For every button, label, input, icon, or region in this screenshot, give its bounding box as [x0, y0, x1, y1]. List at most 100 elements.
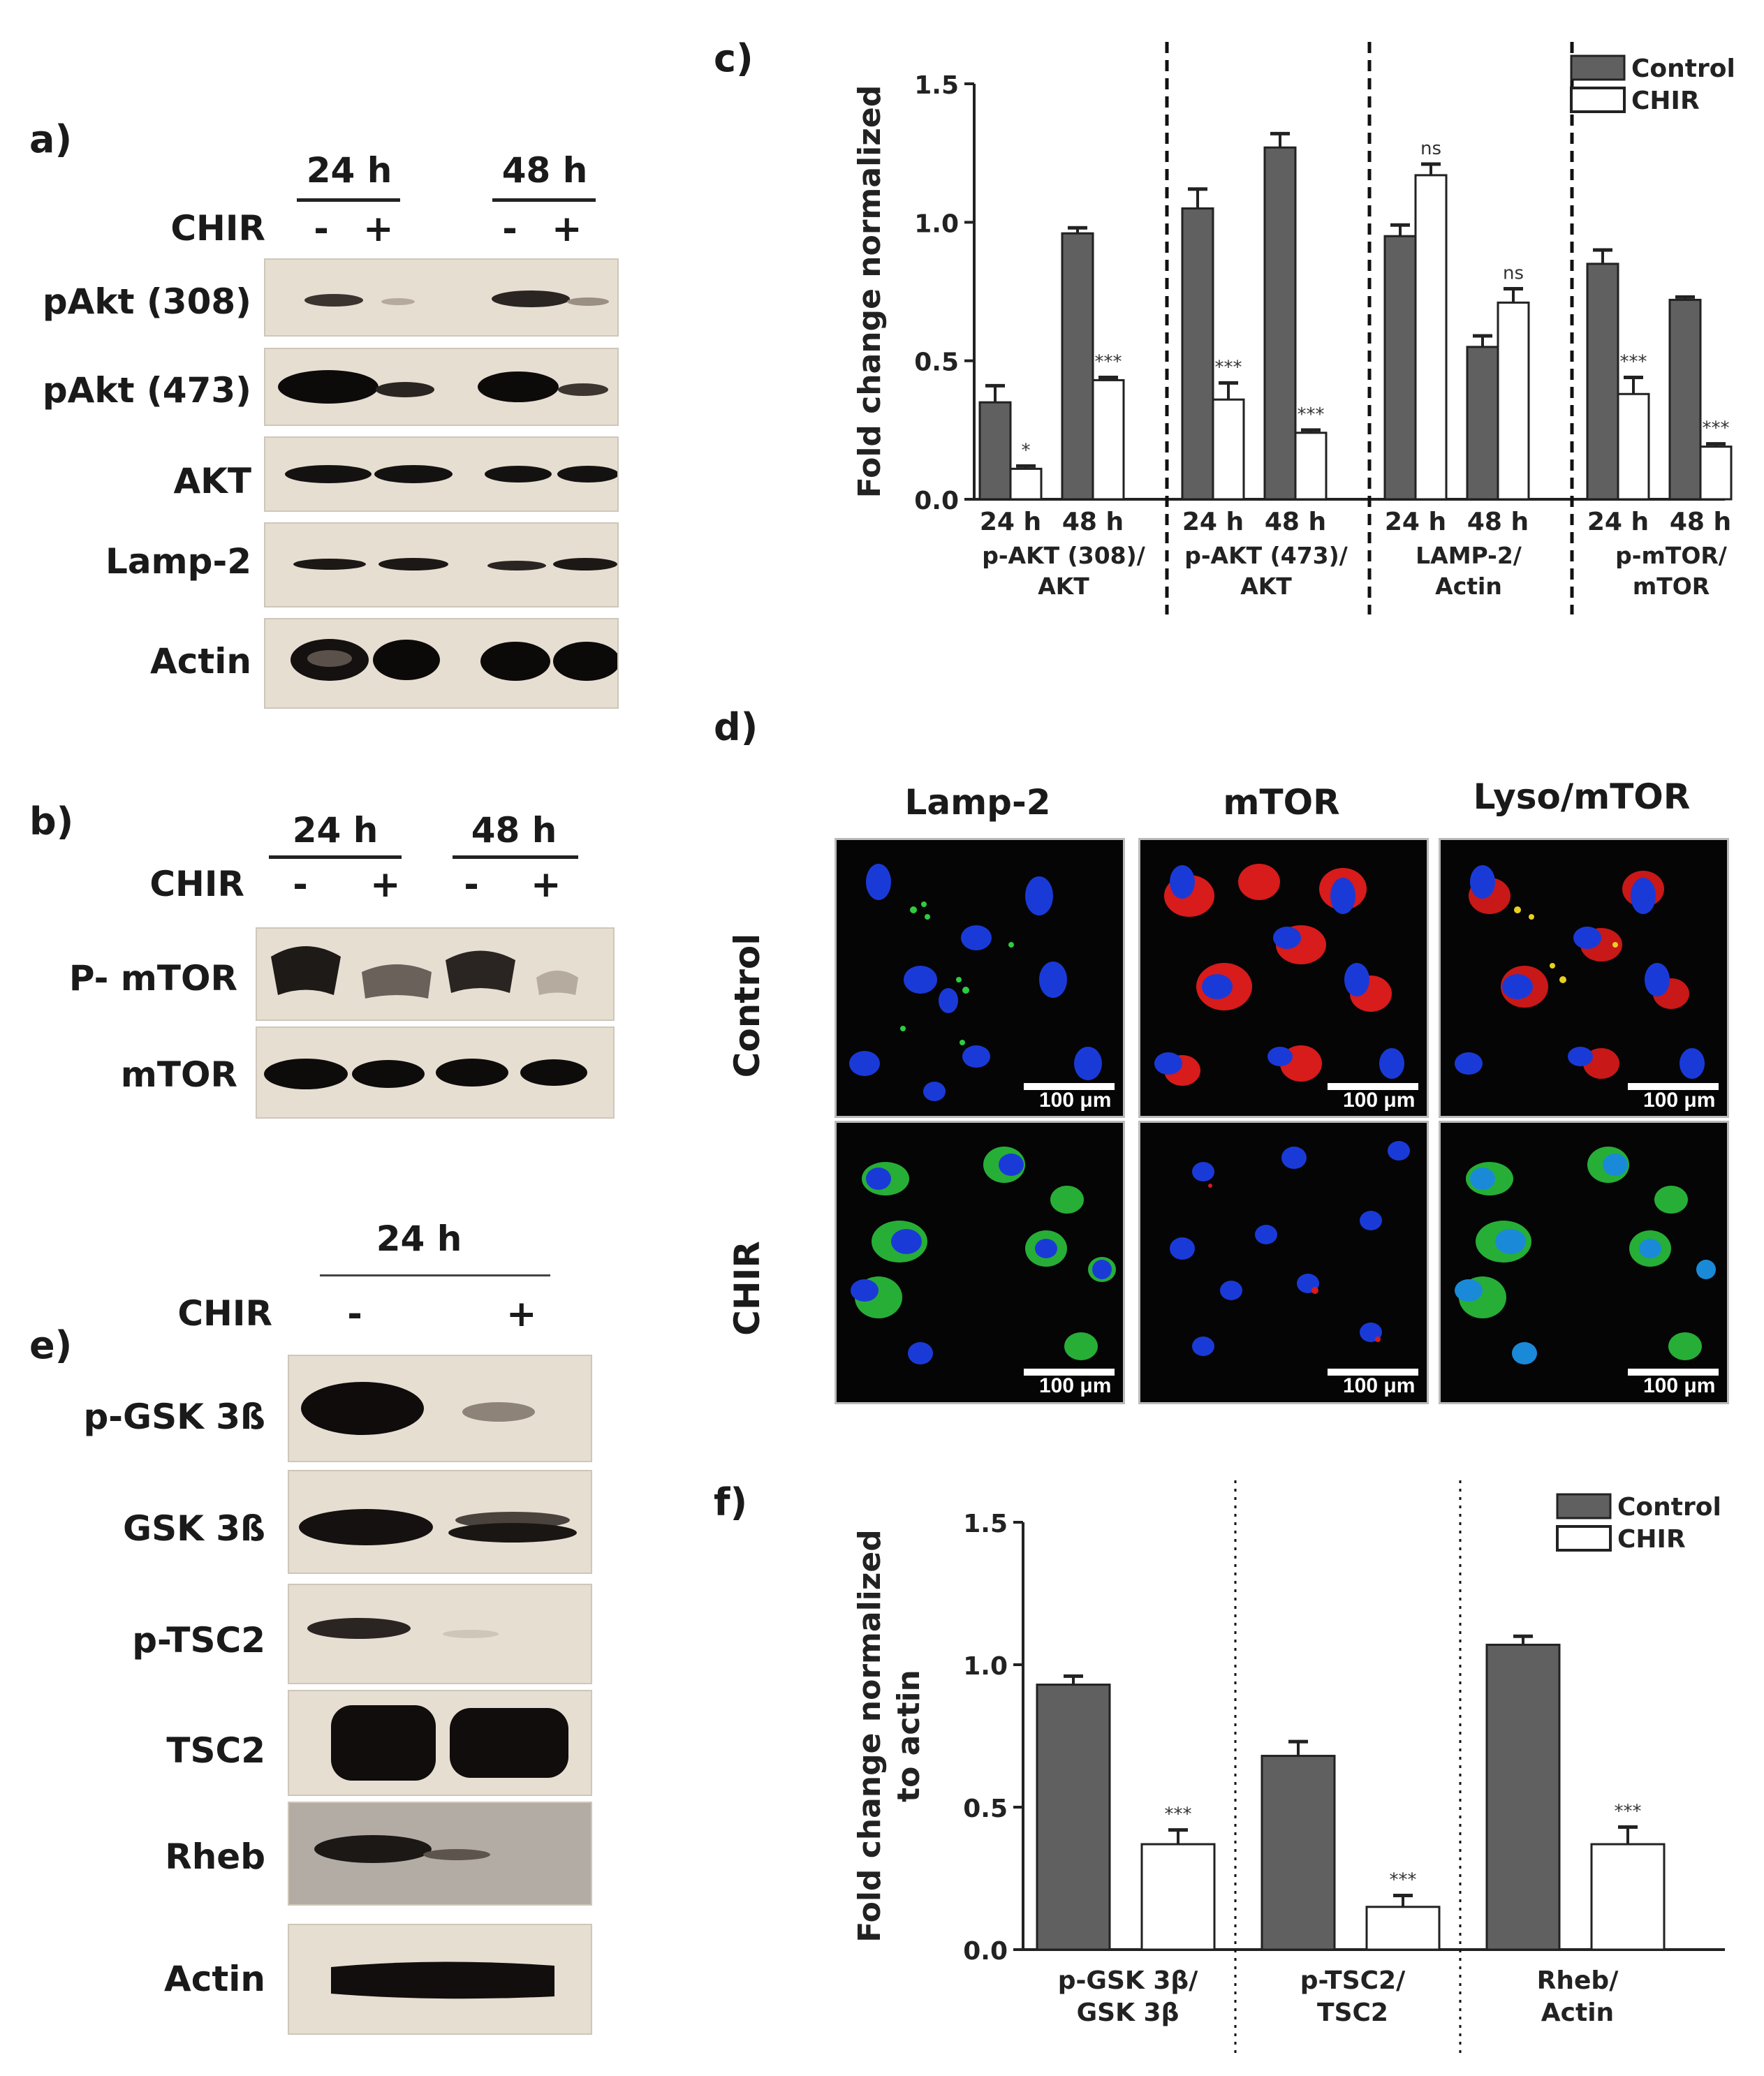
x-tick-label: 24 h: [1385, 508, 1446, 536]
panel-e-row-label: TSC2: [166, 1730, 265, 1771]
panel-a-row-label: Actin: [150, 641, 251, 682]
panel-a-letter: a): [29, 117, 73, 161]
panel-e-row-label: Actin: [164, 1959, 265, 1999]
panel-b-underline-48: [453, 855, 578, 859]
significance-label: *: [1022, 440, 1031, 461]
panel-b-blot-mtor: [256, 1026, 615, 1119]
panel-e-blot-actin: [288, 1924, 592, 2035]
y-axis-title: Fold change normalized: [852, 85, 888, 498]
panel-e-row-label: p-TSC2: [132, 1620, 265, 1661]
group-label: Actin: [1541, 1998, 1614, 2027]
micrograph-chir-merge: 100 μm: [1439, 1121, 1729, 1404]
bar-chir: [1009, 467, 1043, 501]
panel-b-sign-4: +: [531, 864, 561, 906]
significance-label: ***: [1095, 351, 1122, 372]
panel-b-row-label: mTOR: [120, 1054, 237, 1095]
y-tick-label: 1.5: [963, 1510, 1008, 1538]
bar-chir: [1140, 1843, 1216, 1951]
panel-a-time-48: 48 h: [501, 150, 588, 191]
y-axis-title: Fold change normalized: [852, 1529, 888, 1942]
micrograph-chir-mtor: 100 μm: [1138, 1121, 1429, 1404]
y-tick-label: 1.5: [914, 71, 959, 100]
panel-e-chir-label: CHIR: [177, 1293, 272, 1334]
y-tick-label: 0.5: [914, 348, 959, 377]
micrograph-control-mtor: 100 μm: [1138, 838, 1429, 1118]
scale-label: 100 μm: [1343, 1374, 1416, 1397]
bar-control: [1485, 1643, 1561, 1951]
significance-label: ns: [1420, 138, 1441, 159]
y-tick-label: 0.5: [963, 1795, 1008, 1823]
panel-e-blot-ptsc2: [288, 1584, 592, 1684]
panel-e-blot-pgsk3b: [288, 1355, 592, 1462]
significance-label: ***: [1298, 404, 1325, 425]
bar-control: [978, 401, 1012, 501]
y-tick-label: 1.0: [914, 209, 959, 238]
significance-label: ***: [1165, 1804, 1192, 1825]
bar-chir: [1294, 432, 1328, 501]
legend-swatch-chir: [1556, 1525, 1612, 1552]
bar-chir: [1212, 398, 1245, 501]
panel-b-sign-2: +: [370, 864, 401, 906]
group-label: LAMP-2/: [1416, 542, 1522, 569]
panel-e-underline-24: [320, 1274, 550, 1276]
group-label: AKT: [1240, 573, 1292, 600]
bar-control: [1260, 1755, 1336, 1951]
panel-b-row-label: P- mTOR: [68, 958, 237, 999]
panel-b-letter: b): [29, 800, 74, 844]
micrograph-control-merge: 100 μm: [1439, 838, 1729, 1118]
significance-label: ***: [1215, 357, 1242, 378]
y-tick-label: 0.0: [963, 1937, 1008, 1966]
scale-label: 100 μm: [1039, 1374, 1112, 1397]
panel-e-blot-gsk3b: [288, 1470, 592, 1574]
bar-control: [1586, 263, 1619, 501]
legend-label-control: Control: [1617, 1493, 1721, 1522]
legend-label-chir: CHIR: [1631, 87, 1700, 115]
panel-b-underline-24: [269, 855, 402, 859]
micrograph-control-lamp2: 100 μm: [835, 838, 1125, 1118]
group-label: p-TSC2/: [1300, 1966, 1406, 1995]
scale-label: 100 μm: [1343, 1089, 1416, 1112]
panel-e-letter: e): [29, 1323, 73, 1367]
panel-e-sign-1: -: [347, 1293, 362, 1335]
panel-a-blot-actin: [264, 618, 619, 709]
panel-a-chir-label: CHIR: [170, 208, 265, 249]
panel-d-col-lamp2: Lamp-2: [904, 782, 1051, 823]
group-label: TSC2: [1317, 1998, 1388, 2027]
significance-label: ns: [1503, 263, 1524, 284]
x-tick-label: 24 h: [1587, 508, 1649, 536]
scale-label: 100 μm: [1039, 1089, 1112, 1112]
panel-a-underline-48: [492, 198, 596, 202]
panel-e-blot-tsc2: [288, 1690, 592, 1796]
panel-d-col-lyso-mtor: Lyso/mTOR: [1473, 776, 1691, 817]
panel-b-time-48: 48 h: [471, 810, 557, 851]
panel-d-letter: d): [714, 705, 758, 749]
panel-a-blot-pakt473: [264, 348, 619, 426]
panel-a-sign-4: +: [552, 208, 582, 250]
panel-a-row-label: pAkt (473): [42, 370, 251, 411]
panel-d-row-chir: CHIR: [727, 1241, 767, 1336]
bar-control: [1668, 298, 1702, 501]
bar-chir: [1092, 378, 1125, 501]
panel-b-chir-label: CHIR: [149, 864, 244, 904]
panel-a-sign-1: -: [314, 208, 329, 250]
x-tick-label: 24 h: [980, 508, 1041, 536]
panel-a-row-label: Lamp-2: [105, 541, 251, 582]
x-tick-label: 48 h: [1467, 508, 1529, 536]
scale-label: 100 μm: [1643, 1374, 1716, 1397]
panel-d-col-mtor: mTOR: [1223, 782, 1340, 823]
group-label: p-mTOR/: [1615, 542, 1728, 569]
panel-e-blot-rheb: [288, 1802, 592, 1906]
panel-a-blot-pakt308: [264, 258, 619, 337]
bar-control: [1466, 346, 1499, 501]
panel-b-time-24: 24 h: [292, 810, 378, 851]
scale-bar: [1328, 1369, 1418, 1376]
panel-e-time-24: 24 h: [376, 1219, 462, 1259]
scale-label: 100 μm: [1643, 1089, 1716, 1112]
group-label: Rheb/: [1537, 1966, 1619, 1995]
significance-label: ***: [1390, 1869, 1417, 1890]
bar-chir: [1365, 1906, 1441, 1951]
panel-a-underline-24: [297, 198, 400, 202]
group-label: p-AKT (308)/: [982, 542, 1145, 569]
scale-bar: [1628, 1083, 1719, 1090]
panel-b-sign-1: -: [293, 864, 308, 906]
